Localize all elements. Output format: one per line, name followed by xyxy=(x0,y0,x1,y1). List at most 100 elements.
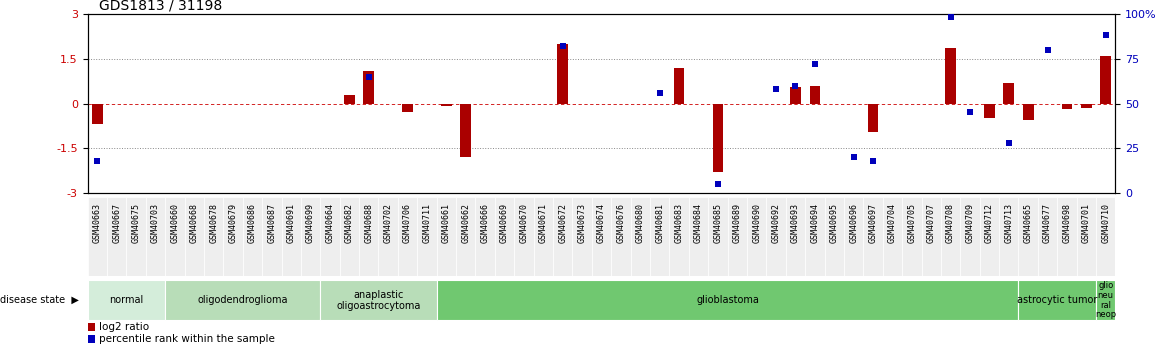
Point xyxy=(941,14,960,20)
Text: GSM40703: GSM40703 xyxy=(151,203,160,243)
Bar xyxy=(340,197,359,276)
Bar xyxy=(941,197,960,276)
Bar xyxy=(363,71,374,104)
Bar xyxy=(88,335,95,343)
Text: GSM40677: GSM40677 xyxy=(1043,203,1052,243)
Text: GSM40686: GSM40686 xyxy=(248,203,257,243)
Text: GSM40712: GSM40712 xyxy=(985,203,994,243)
Bar xyxy=(708,197,728,276)
Text: oligodendroglioma: oligodendroglioma xyxy=(197,295,288,305)
Bar xyxy=(92,104,103,125)
Text: astrocytic tumor: astrocytic tumor xyxy=(1017,295,1098,305)
Text: GSM40671: GSM40671 xyxy=(538,203,548,243)
Bar xyxy=(1077,197,1096,276)
Text: GSM40708: GSM40708 xyxy=(946,203,955,243)
Bar xyxy=(651,197,669,276)
Bar xyxy=(557,44,568,104)
Bar xyxy=(572,197,592,276)
Text: log2 ratio: log2 ratio xyxy=(99,322,150,332)
Text: percentile rank within the sample: percentile rank within the sample xyxy=(99,334,274,344)
Bar xyxy=(748,197,766,276)
Bar xyxy=(88,323,95,331)
Bar xyxy=(674,68,684,104)
Bar xyxy=(1062,104,1072,109)
Text: GSM40660: GSM40660 xyxy=(171,203,180,243)
Bar xyxy=(689,197,708,276)
Text: GSM40676: GSM40676 xyxy=(617,203,625,243)
Text: GSM40699: GSM40699 xyxy=(306,203,315,243)
Text: GSM40682: GSM40682 xyxy=(345,203,354,243)
Bar xyxy=(320,280,437,320)
Bar xyxy=(262,197,281,276)
Bar xyxy=(107,197,126,276)
Text: GSM40688: GSM40688 xyxy=(364,203,374,243)
Text: GSM40695: GSM40695 xyxy=(829,203,839,243)
Text: GSM40668: GSM40668 xyxy=(189,203,199,243)
Text: GSM40713: GSM40713 xyxy=(1004,203,1014,243)
Point xyxy=(651,90,669,96)
Text: GSM40680: GSM40680 xyxy=(635,203,645,243)
Text: GSM40710: GSM40710 xyxy=(1101,203,1111,243)
Bar xyxy=(398,197,417,276)
Bar xyxy=(223,197,243,276)
Bar xyxy=(495,197,514,276)
Point xyxy=(1000,140,1018,146)
Bar xyxy=(345,95,355,103)
Bar xyxy=(1023,104,1034,120)
Bar xyxy=(534,197,552,276)
Text: GDS1813 / 31198: GDS1813 / 31198 xyxy=(99,0,223,12)
Text: GSM40672: GSM40672 xyxy=(558,203,568,243)
Text: GSM40678: GSM40678 xyxy=(209,203,218,243)
Text: GSM40667: GSM40667 xyxy=(112,203,121,243)
Bar xyxy=(1018,197,1038,276)
Text: GSM40705: GSM40705 xyxy=(908,203,917,243)
Text: GSM40696: GSM40696 xyxy=(849,203,858,243)
Text: GSM40684: GSM40684 xyxy=(694,203,703,243)
Bar xyxy=(805,197,825,276)
Bar xyxy=(437,280,1018,320)
Bar xyxy=(980,197,999,276)
Text: GSM40711: GSM40711 xyxy=(423,203,431,243)
Bar xyxy=(1096,197,1115,276)
Bar xyxy=(985,104,995,118)
Bar xyxy=(88,197,107,276)
Point xyxy=(1097,32,1115,38)
Bar xyxy=(185,197,204,276)
Bar xyxy=(417,197,437,276)
Text: GSM40707: GSM40707 xyxy=(926,203,936,243)
Bar xyxy=(320,197,340,276)
Text: GSM40693: GSM40693 xyxy=(791,203,800,243)
Point xyxy=(844,155,863,160)
Text: GSM40698: GSM40698 xyxy=(1063,203,1071,243)
Bar xyxy=(204,197,223,276)
Text: GSM40662: GSM40662 xyxy=(461,203,471,243)
Bar xyxy=(1100,56,1111,104)
Text: GSM40666: GSM40666 xyxy=(481,203,489,243)
Bar xyxy=(1003,82,1014,104)
Bar xyxy=(1018,280,1096,320)
Bar xyxy=(592,197,611,276)
Bar xyxy=(611,197,631,276)
Text: GSM40683: GSM40683 xyxy=(675,203,683,243)
Bar xyxy=(868,104,878,132)
Bar xyxy=(460,104,471,157)
Bar xyxy=(790,87,801,104)
Bar xyxy=(126,197,146,276)
Text: GSM40692: GSM40692 xyxy=(772,203,780,243)
Point xyxy=(786,83,805,88)
Point xyxy=(554,43,572,49)
Bar xyxy=(378,197,398,276)
Text: GSM40694: GSM40694 xyxy=(811,203,819,243)
Point xyxy=(960,110,979,115)
Bar xyxy=(243,197,262,276)
Bar xyxy=(1096,280,1115,320)
Bar xyxy=(437,197,456,276)
Bar xyxy=(1057,197,1077,276)
Text: GSM40679: GSM40679 xyxy=(229,203,237,243)
Bar xyxy=(863,197,883,276)
Text: GSM40709: GSM40709 xyxy=(966,203,974,243)
Bar xyxy=(301,197,320,276)
Text: GSM40691: GSM40691 xyxy=(286,203,296,243)
Text: GSM40690: GSM40690 xyxy=(752,203,762,243)
Text: GSM40675: GSM40675 xyxy=(132,203,140,243)
